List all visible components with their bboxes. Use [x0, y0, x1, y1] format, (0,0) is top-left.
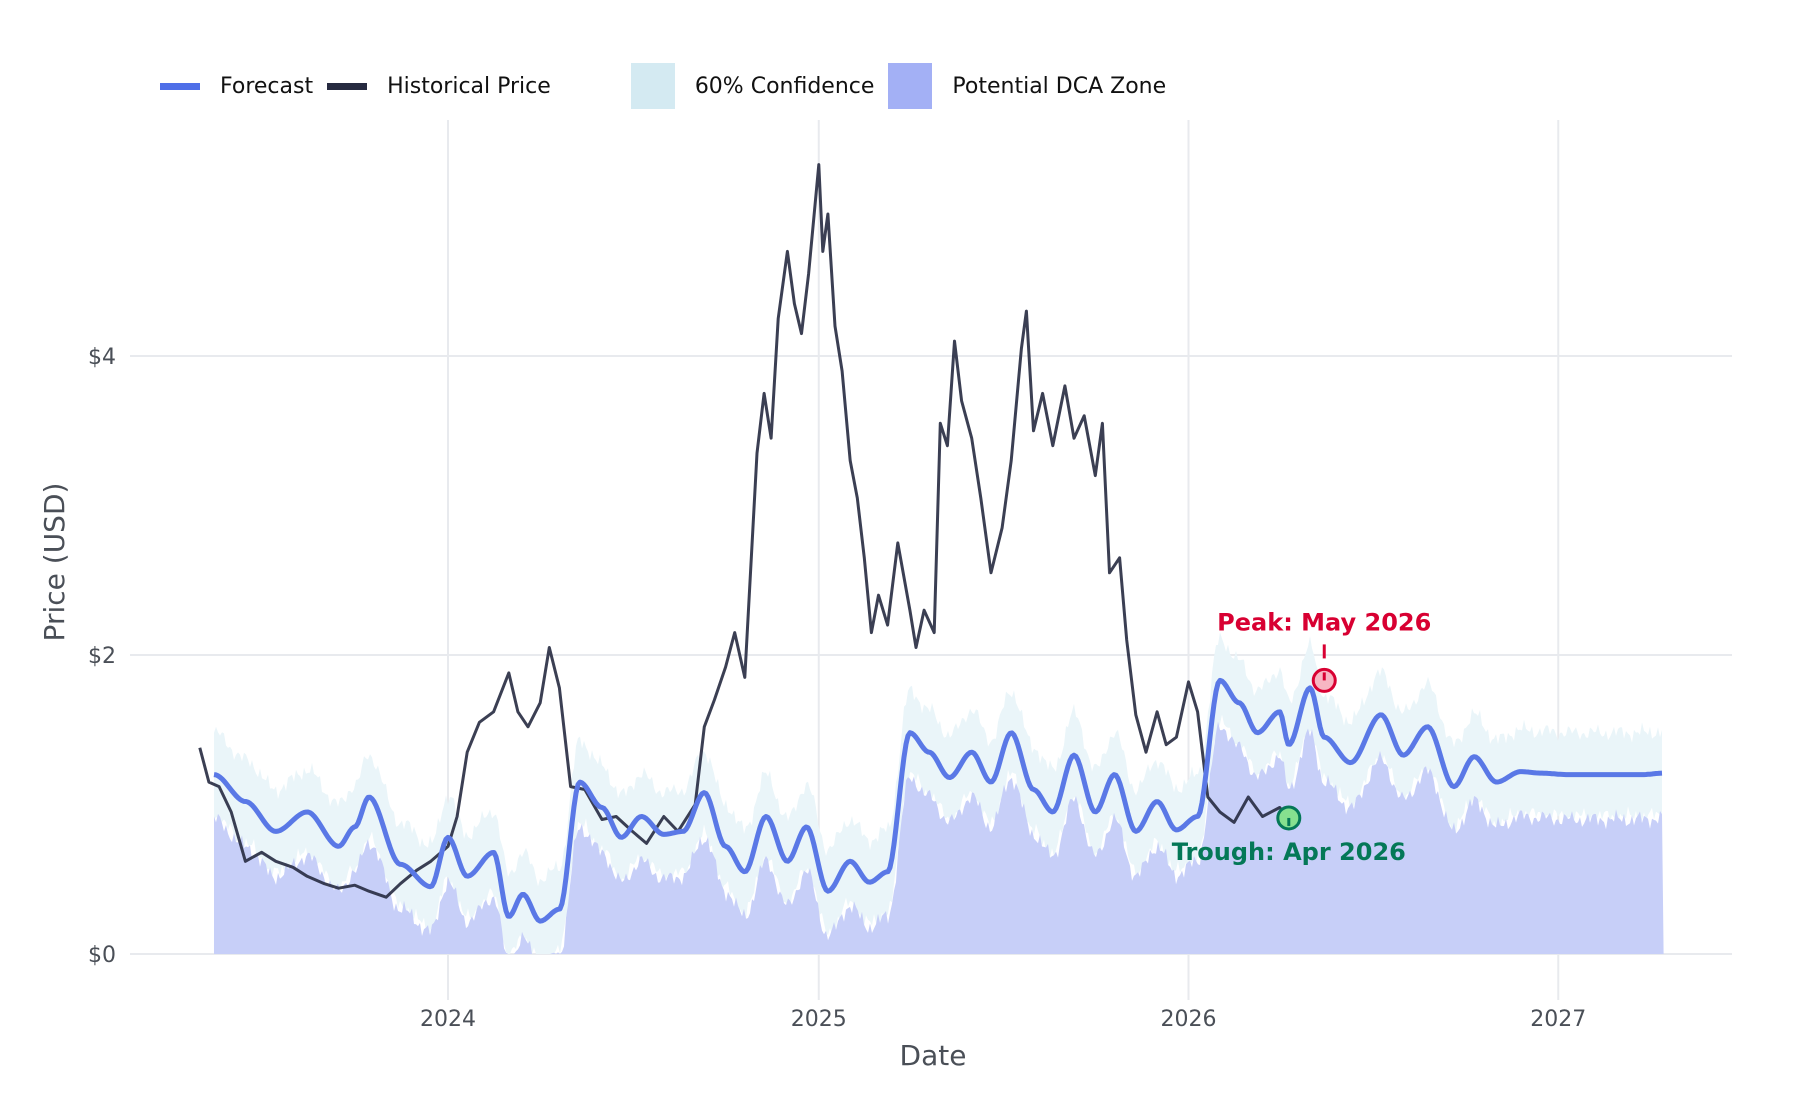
- x-tick-label: 2024: [420, 1007, 476, 1032]
- legend-item-forecast[interactable]: Forecast: [160, 74, 313, 99]
- forecast-line: [213, 677, 1663, 924]
- chart-legend: Forecast Historical Price 60% Confidence…: [160, 58, 1180, 114]
- x-axis-title: Date: [900, 1039, 967, 1072]
- legend-label-dca: Potential DCA Zone: [952, 73, 1167, 99]
- legend-label-confidence: 60% Confidence: [694, 73, 875, 99]
- x-tick-label: 2025: [791, 1007, 847, 1032]
- y-axis-title: Price (USD): [38, 483, 71, 642]
- y-tick-label: $4: [88, 345, 116, 370]
- bands-layer: [213, 632, 1664, 954]
- dca-swatch: [888, 63, 933, 109]
- x-tick-label: 2026: [1161, 1007, 1217, 1032]
- lines-layer: [198, 163, 1663, 924]
- legend-item-confidence[interactable]: 60% Confidence: [630, 63, 875, 109]
- annotations-layer: Peak: May 2026 Trough: Apr 2026: [1172, 608, 1432, 866]
- y-tick-label: $2: [88, 644, 116, 669]
- confidence-swatch: [630, 63, 675, 109]
- historical-swatch: [327, 82, 368, 90]
- x-tick-label: 2027: [1530, 1007, 1586, 1032]
- legend-label-forecast: Forecast: [220, 73, 314, 99]
- dca-zone: [213, 721, 1664, 954]
- y-tick-label: $0: [88, 943, 116, 968]
- legend-label-historical: Historical Price: [387, 73, 551, 99]
- legend-item-historical[interactable]: Historical Price: [327, 74, 551, 99]
- trough-label: Trough: Apr 2026: [1172, 838, 1406, 866]
- y-axis-ticks: $0 $2 $4: [88, 345, 116, 968]
- peak-label: Peak: May 2026: [1217, 608, 1431, 636]
- legend-item-dca[interactable]: Potential DCA Zone: [888, 63, 1166, 109]
- forecast-swatch: [160, 82, 200, 90]
- x-axis-ticks: 2024 2025 2026 2027: [420, 1007, 1586, 1032]
